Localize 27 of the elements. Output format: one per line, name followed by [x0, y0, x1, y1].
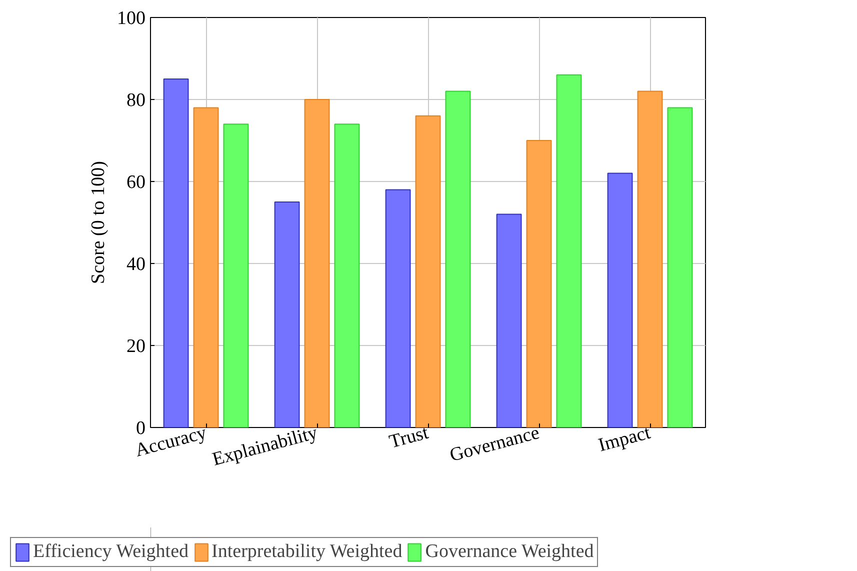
bar	[163, 78, 189, 428]
bar	[556, 74, 582, 428]
y-tick-label: 100	[117, 8, 146, 29]
bar	[496, 214, 522, 428]
y-tick-label: 40	[126, 254, 146, 275]
bar	[334, 124, 360, 428]
bar	[385, 189, 411, 428]
bar	[526, 140, 552, 428]
bar	[223, 124, 249, 428]
legend-label: Efficiency Weighted	[33, 541, 189, 563]
bar	[193, 107, 219, 428]
legend-label: Interpretability Weighted	[212, 541, 402, 563]
y-axis-title: Score (0 to 100)	[88, 161, 109, 284]
bar	[304, 99, 330, 428]
bar	[637, 90, 663, 428]
legend-label: Governance Weighted	[425, 541, 594, 563]
bar	[274, 202, 300, 428]
y-tick-label: 20	[126, 336, 146, 357]
bar	[445, 90, 471, 428]
bar	[415, 115, 441, 428]
y-tick-label: 60	[126, 172, 146, 193]
bar	[607, 172, 633, 428]
bar	[667, 107, 693, 428]
y-tick-label: 80	[126, 90, 146, 111]
x-tick-label: Impact	[596, 422, 654, 456]
x-tick-label: Trust	[387, 422, 432, 453]
x-tick-label: Governance	[448, 422, 542, 466]
